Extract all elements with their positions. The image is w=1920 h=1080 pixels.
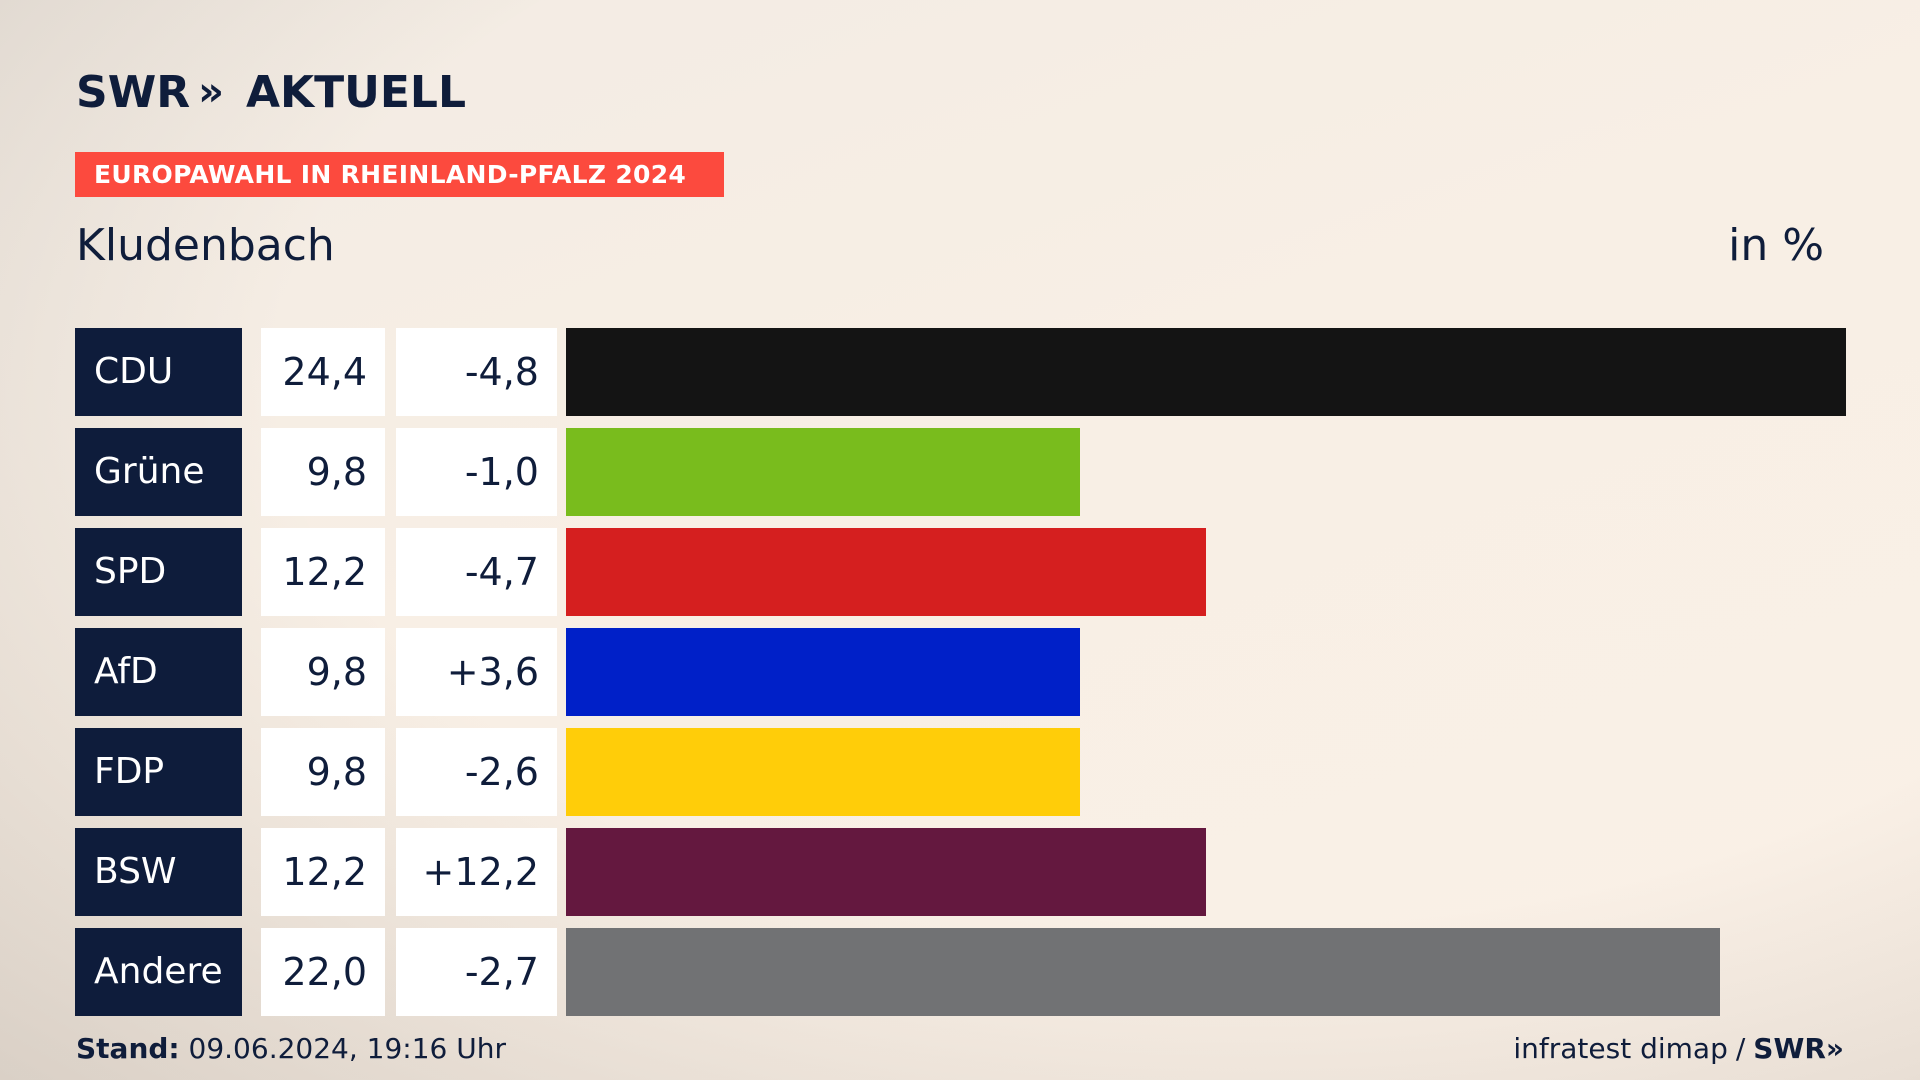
party-diff: -1,0 [396,428,557,516]
party-row: Andere 22,0 -2,7 [75,928,1847,1016]
party-bar [566,928,1720,1016]
source-name: infratest dimap [1513,1032,1728,1065]
stand-value: 09.06.2024, 19:16 Uhr [188,1032,506,1065]
election-tag: EUROPAWAHL IN RHEINLAND-PFALZ 2024 [75,152,724,197]
party-bar [566,628,1080,716]
party-diff: +12,2 [396,828,557,916]
party-label: FDP [75,728,242,816]
party-diff: -4,7 [396,528,557,616]
logo-aktuell-text: AKTUELL [245,66,466,118]
party-label: AfD [75,628,242,716]
party-row: FDP 9,8 -2,6 [75,728,1847,816]
party-row: CDU 24,4 -4,8 [75,328,1847,416]
party-label: SPD [75,528,242,616]
party-value: 22,0 [261,928,385,1016]
source-brand: SWR» [1753,1032,1844,1065]
logo-swr-text: SWR [76,66,191,118]
timestamp: Stand: 09.06.2024, 19:16 Uhr [76,1032,506,1065]
stand-label: Stand: [76,1032,180,1065]
party-bar [566,528,1206,616]
party-bar [566,828,1206,916]
unit-label: in % [1728,220,1824,271]
party-bar [566,428,1080,516]
party-row: Grüne 9,8 -1,0 [75,428,1847,516]
party-value: 9,8 [261,628,385,716]
party-bar [566,728,1080,816]
party-diff: -4,8 [396,328,557,416]
swr-aktuell-logo: SWR » AKTUELL [76,66,466,118]
party-value: 24,4 [261,328,385,416]
source-separator: / [1735,1032,1746,1065]
party-label: Grüne [75,428,242,516]
source-credit: infratest dimap / SWR» [1513,1032,1844,1065]
place-title: Kludenbach [76,220,335,271]
party-value: 9,8 [261,728,385,816]
party-diff: -2,6 [396,728,557,816]
logo-chevron-icon: » [198,69,224,115]
party-label: CDU [75,328,242,416]
party-row: BSW 12,2 +12,2 [75,828,1847,916]
party-label: BSW [75,828,242,916]
party-diff: +3,6 [396,628,557,716]
party-bar [566,328,1846,416]
party-value: 12,2 [261,528,385,616]
party-row: AfD 9,8 +3,6 [75,628,1847,716]
party-value: 9,8 [261,428,385,516]
party-label: Andere [75,928,242,1016]
party-diff: -2,7 [396,928,557,1016]
party-row: SPD 12,2 -4,7 [75,528,1847,616]
party-value: 12,2 [261,828,385,916]
